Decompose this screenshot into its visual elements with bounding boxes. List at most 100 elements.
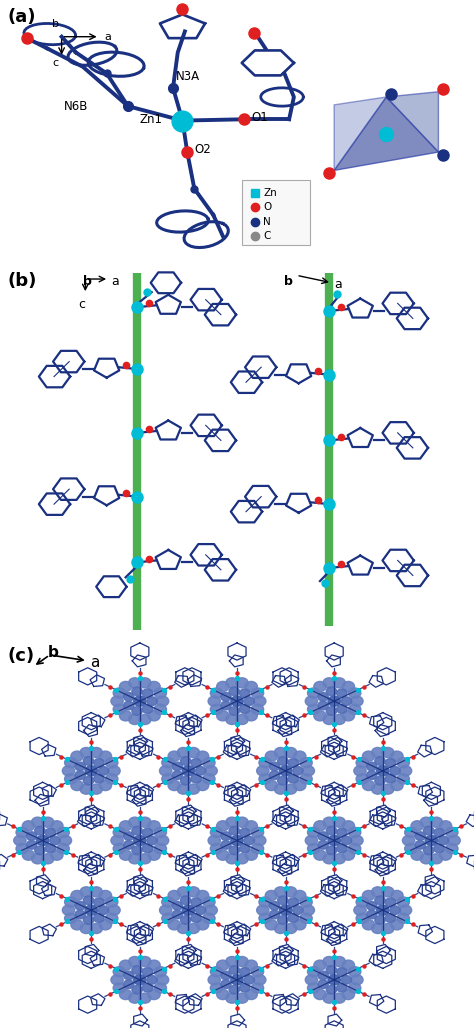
Circle shape: [226, 677, 238, 688]
Circle shape: [284, 784, 297, 795]
Circle shape: [196, 767, 206, 775]
Circle shape: [326, 965, 337, 975]
Circle shape: [168, 920, 181, 930]
Circle shape: [279, 905, 292, 915]
Circle shape: [124, 701, 134, 710]
Circle shape: [172, 902, 182, 910]
Circle shape: [348, 966, 361, 977]
Circle shape: [366, 910, 377, 919]
Circle shape: [64, 774, 77, 784]
Text: N3A: N3A: [175, 70, 200, 82]
Circle shape: [293, 920, 306, 930]
Circle shape: [139, 956, 151, 966]
Circle shape: [391, 780, 403, 791]
Circle shape: [181, 916, 191, 924]
Circle shape: [119, 710, 132, 721]
Circle shape: [446, 828, 458, 838]
Circle shape: [351, 975, 363, 985]
Circle shape: [385, 774, 396, 783]
Circle shape: [42, 817, 54, 828]
Circle shape: [57, 844, 69, 853]
Text: a: a: [111, 276, 119, 288]
Circle shape: [333, 817, 346, 828]
Circle shape: [14, 836, 26, 846]
Circle shape: [351, 696, 363, 706]
Circle shape: [236, 993, 248, 1003]
Circle shape: [328, 836, 340, 846]
Circle shape: [111, 975, 123, 985]
Circle shape: [251, 983, 264, 993]
Circle shape: [366, 902, 377, 910]
Circle shape: [154, 966, 166, 977]
Circle shape: [94, 897, 104, 907]
Circle shape: [134, 836, 146, 846]
Circle shape: [210, 688, 223, 698]
Circle shape: [64, 913, 77, 923]
Circle shape: [423, 846, 434, 854]
Circle shape: [132, 687, 142, 696]
Circle shape: [168, 780, 181, 791]
Circle shape: [257, 905, 269, 915]
Text: b: b: [47, 646, 58, 660]
Circle shape: [341, 697, 352, 705]
Circle shape: [99, 920, 111, 930]
Circle shape: [314, 682, 326, 692]
Polygon shape: [334, 97, 386, 171]
Circle shape: [229, 986, 239, 994]
Circle shape: [348, 983, 361, 993]
Circle shape: [80, 784, 92, 795]
Circle shape: [132, 846, 142, 854]
Circle shape: [181, 757, 191, 765]
Circle shape: [288, 759, 299, 767]
Circle shape: [439, 850, 452, 860]
Circle shape: [182, 766, 195, 776]
Circle shape: [22, 850, 35, 860]
Polygon shape: [334, 97, 438, 171]
Circle shape: [326, 687, 337, 696]
Circle shape: [326, 846, 337, 854]
Circle shape: [251, 966, 264, 977]
Circle shape: [300, 758, 312, 768]
Circle shape: [239, 705, 250, 713]
Circle shape: [337, 689, 347, 698]
Circle shape: [245, 820, 257, 831]
Circle shape: [300, 913, 312, 923]
Circle shape: [405, 844, 417, 853]
Circle shape: [333, 853, 346, 864]
Circle shape: [205, 905, 217, 915]
Circle shape: [274, 747, 287, 758]
Circle shape: [372, 784, 384, 795]
Circle shape: [348, 828, 361, 838]
Circle shape: [372, 923, 384, 933]
Circle shape: [142, 829, 153, 837]
Circle shape: [156, 836, 169, 846]
Circle shape: [293, 751, 306, 762]
Circle shape: [182, 905, 195, 915]
Circle shape: [119, 820, 132, 831]
Text: b: b: [83, 276, 92, 288]
Circle shape: [139, 993, 151, 1003]
Circle shape: [372, 887, 384, 897]
Circle shape: [397, 913, 410, 923]
Circle shape: [191, 774, 201, 783]
Circle shape: [259, 913, 271, 923]
Circle shape: [90, 923, 102, 933]
Circle shape: [293, 890, 306, 901]
Circle shape: [244, 976, 255, 984]
Circle shape: [142, 967, 153, 977]
Circle shape: [278, 776, 288, 785]
Circle shape: [326, 707, 337, 715]
Circle shape: [446, 844, 458, 853]
Circle shape: [119, 960, 132, 970]
Circle shape: [208, 975, 220, 985]
Circle shape: [288, 914, 299, 922]
Circle shape: [80, 923, 92, 933]
Circle shape: [354, 905, 366, 915]
Circle shape: [372, 747, 384, 758]
Circle shape: [245, 710, 257, 721]
Circle shape: [75, 771, 85, 779]
Circle shape: [71, 780, 83, 791]
Circle shape: [385, 914, 396, 922]
Circle shape: [265, 920, 278, 930]
Circle shape: [177, 923, 190, 933]
